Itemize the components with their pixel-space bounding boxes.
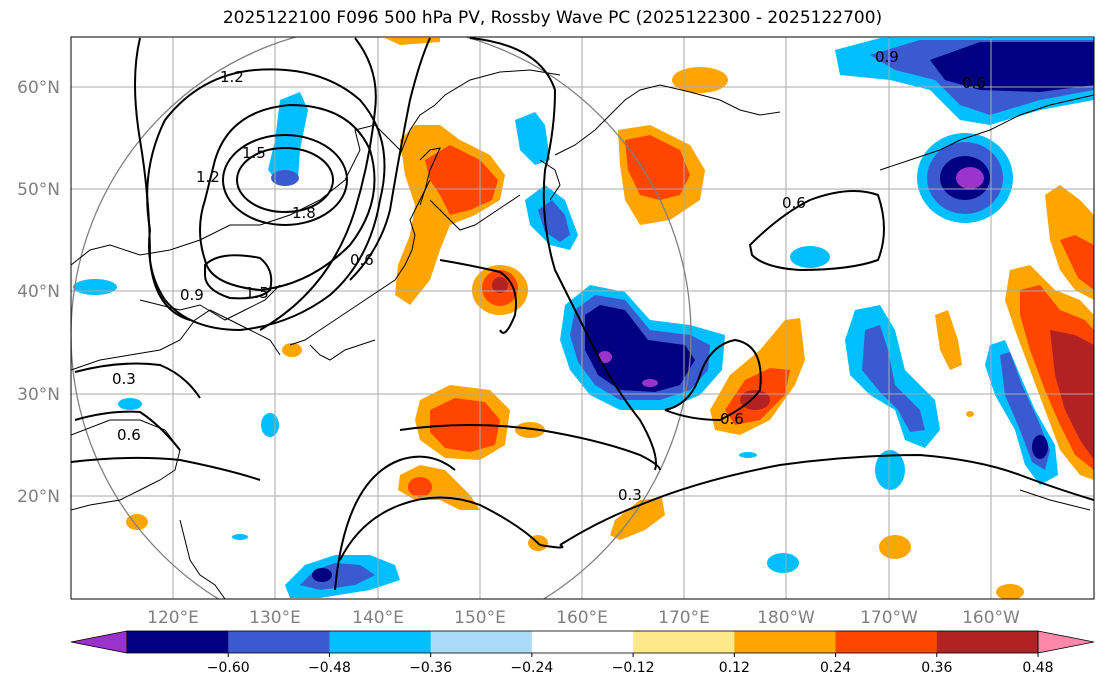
- colorbar-segment: [531, 631, 634, 653]
- colorbar-segment: [633, 631, 735, 653]
- contour-label: 1.2: [220, 68, 244, 86]
- lon-label: 170°W: [860, 608, 918, 628]
- colorbar-tick-label: 0.24: [820, 660, 851, 676]
- colorbar-over-arrow: [1037, 630, 1095, 654]
- colorbar-tick-label: 0.36: [921, 660, 952, 676]
- contour-label: 1.5: [242, 144, 266, 162]
- colorbar-segment: [936, 631, 1039, 653]
- colorbar-tick-label: −0.24: [510, 660, 553, 676]
- colorbar: −0.60 −0.48 −0.36 −0.24 −0.12 0.12 0.24 0.36 0.4…: [70, 630, 1095, 676]
- contour-label: 1.8: [292, 204, 316, 222]
- lon-label: 150°E: [454, 608, 506, 628]
- lat-label: 40°N: [17, 282, 60, 302]
- colorbar-tick-label: −0.36: [409, 660, 452, 676]
- colorbar-segment: [734, 631, 837, 653]
- contour-label: 0.9: [875, 48, 899, 66]
- colorbar-segment: [835, 631, 938, 653]
- contour-label: 0.3: [618, 486, 642, 504]
- lat-label: 60°N: [17, 78, 60, 98]
- map-title: 2025122100 F096 500 hPa PV, Rossby Wave …: [222, 8, 883, 28]
- contour-label: 0.9: [180, 286, 204, 304]
- colorbar-border: [126, 630, 1039, 654]
- contour-label: 0.6: [962, 74, 986, 92]
- colorbar-segment: [127, 631, 229, 653]
- latitude-labels: 60°N 50°N 40°N 30°N 20°N: [17, 78, 60, 507]
- longitude-labels: 120°E 130°E 140°E 150°E 160°E 170°E 180°…: [147, 608, 1020, 628]
- lat-label: 20°N: [17, 487, 60, 507]
- colorbar-tick-label: −0.60: [207, 660, 250, 676]
- contour-label: 0.3: [112, 370, 136, 388]
- coastlines: [71, 69, 1094, 599]
- colorbar-tick-label: −0.12: [612, 660, 655, 676]
- contour-label: 0.6: [782, 194, 806, 212]
- colorbar-segment: [329, 631, 432, 653]
- pv-contours: [71, 37, 1094, 591]
- contour-label: 1.2: [196, 168, 220, 186]
- map-frame: [70, 36, 1095, 600]
- colorbar-tick-label: 0.12: [719, 660, 750, 676]
- contour-label: 0.6: [117, 426, 141, 444]
- colorbar-tick-label: −0.48: [308, 660, 351, 676]
- lon-label: 160°W: [962, 608, 1020, 628]
- colorbar-tick-label: 0.48: [1022, 660, 1053, 676]
- region-circle: [71, 37, 692, 599]
- lon-label: 130°E: [249, 608, 301, 628]
- lon-label: 120°E: [147, 608, 199, 628]
- contour-label: 0.6: [720, 410, 744, 428]
- lat-label: 50°N: [17, 180, 60, 200]
- lat-label: 30°N: [17, 385, 60, 405]
- contour-label: 0.6: [350, 251, 374, 269]
- colorbar-segment: [228, 631, 330, 653]
- contour-label: 1.5: [245, 284, 269, 302]
- colorbar-segment: [430, 631, 533, 653]
- contour-labels: 1.2 1.5 1.2 1.8 1.5 0.9 0.6 0.3 0.6 0.9 …: [112, 48, 986, 504]
- lon-label: 160°E: [556, 608, 608, 628]
- lon-label: 170°E: [658, 608, 710, 628]
- lon-label: 180°W: [757, 608, 815, 628]
- colorbar-under-arrow: [70, 630, 128, 654]
- lon-label: 140°E: [352, 608, 404, 628]
